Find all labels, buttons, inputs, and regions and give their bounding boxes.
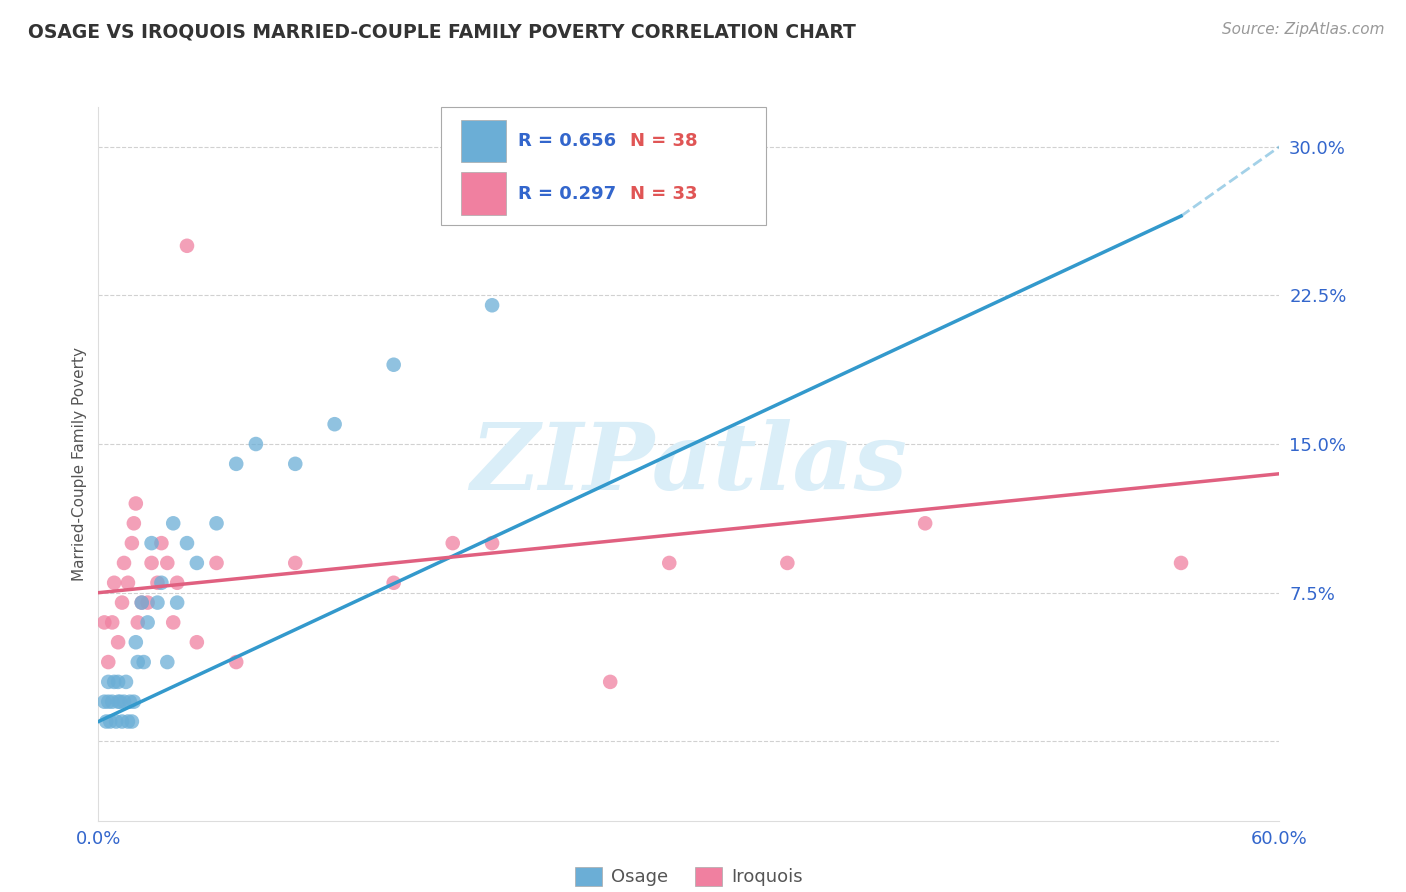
Point — [284, 457, 307, 471]
Point — [162, 516, 184, 531]
Text: R = 0.656: R = 0.656 — [517, 132, 616, 150]
FancyBboxPatch shape — [461, 120, 506, 162]
Point — [323, 417, 346, 432]
Point — [225, 457, 247, 471]
Point — [97, 674, 120, 689]
Point — [125, 496, 148, 510]
Point — [136, 596, 159, 610]
Point — [205, 556, 228, 570]
Point — [127, 655, 149, 669]
Point — [108, 695, 131, 709]
Point — [105, 714, 128, 729]
Point — [599, 674, 621, 689]
Point — [441, 536, 464, 550]
Point — [150, 575, 173, 590]
Point — [117, 575, 139, 590]
Point — [186, 556, 208, 570]
FancyBboxPatch shape — [461, 172, 506, 215]
Point — [914, 516, 936, 531]
Point — [284, 556, 307, 570]
Point — [96, 714, 118, 729]
Y-axis label: Married-Couple Family Poverty: Married-Couple Family Poverty — [72, 347, 87, 581]
Point — [107, 695, 129, 709]
Point — [111, 714, 134, 729]
Point — [166, 596, 188, 610]
Point — [97, 655, 120, 669]
Point — [117, 714, 139, 729]
FancyBboxPatch shape — [441, 107, 766, 225]
Text: OSAGE VS IROQUOIS MARRIED-COUPLE FAMILY POVERTY CORRELATION CHART: OSAGE VS IROQUOIS MARRIED-COUPLE FAMILY … — [28, 22, 856, 41]
Text: N = 33: N = 33 — [630, 185, 697, 202]
Point — [205, 516, 228, 531]
Point — [111, 596, 134, 610]
Point — [131, 596, 153, 610]
Point — [103, 575, 125, 590]
Point — [112, 695, 135, 709]
Point — [156, 556, 179, 570]
Point — [481, 536, 503, 550]
Point — [121, 714, 143, 729]
Point — [166, 575, 188, 590]
Legend: Osage, Iroquois: Osage, Iroquois — [568, 860, 810, 892]
Text: Source: ZipAtlas.com: Source: ZipAtlas.com — [1222, 22, 1385, 37]
Point — [225, 655, 247, 669]
Point — [141, 556, 163, 570]
Point — [245, 437, 267, 451]
Point — [136, 615, 159, 630]
Point — [156, 655, 179, 669]
Point — [176, 239, 198, 253]
Text: N = 38: N = 38 — [630, 132, 697, 150]
Text: ZIPatlas: ZIPatlas — [471, 419, 907, 508]
Point — [141, 536, 163, 550]
Point — [98, 714, 121, 729]
Point — [125, 635, 148, 649]
Point — [127, 615, 149, 630]
Point — [103, 674, 125, 689]
Point — [1170, 556, 1192, 570]
Point — [101, 615, 124, 630]
Point — [382, 358, 405, 372]
Point — [97, 695, 120, 709]
Point — [121, 536, 143, 550]
Point — [107, 674, 129, 689]
Point — [93, 695, 115, 709]
Point — [112, 556, 135, 570]
Point — [131, 596, 153, 610]
Point — [93, 615, 115, 630]
Point — [122, 516, 145, 531]
Point — [776, 556, 799, 570]
Point — [176, 536, 198, 550]
Point — [186, 635, 208, 649]
Point — [115, 674, 138, 689]
Point — [118, 695, 141, 709]
Point — [101, 695, 124, 709]
Point — [382, 575, 405, 590]
Point — [122, 695, 145, 709]
Point — [132, 655, 155, 669]
Point — [481, 298, 503, 312]
Point — [162, 615, 184, 630]
Text: R = 0.297: R = 0.297 — [517, 185, 616, 202]
Point — [150, 536, 173, 550]
Point — [146, 575, 169, 590]
Point — [658, 556, 681, 570]
Point — [146, 596, 169, 610]
Point — [107, 635, 129, 649]
